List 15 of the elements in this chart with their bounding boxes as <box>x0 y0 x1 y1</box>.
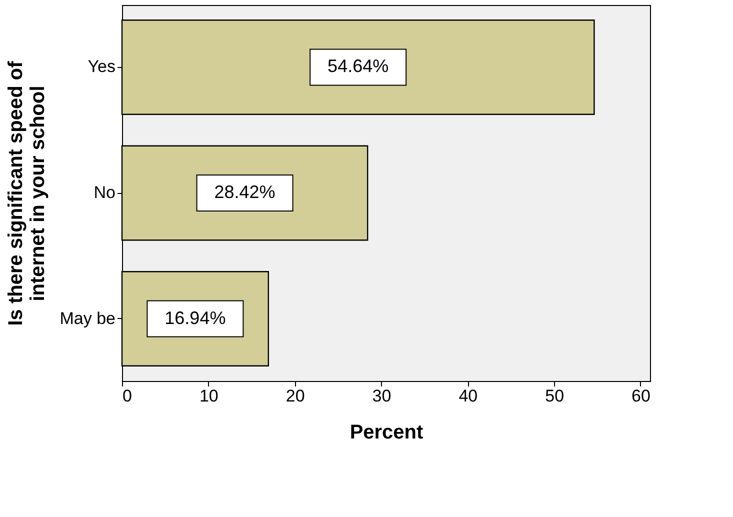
x-tick-label: 0 <box>122 386 132 406</box>
y-tick-label: No <box>94 183 116 202</box>
x-tick-label: 50 <box>545 386 564 406</box>
x-tick-label: 10 <box>199 386 218 406</box>
x-tick-label: 30 <box>372 386 392 406</box>
y-tick-label: May be <box>60 308 116 328</box>
data-label: 16.94% <box>164 308 226 328</box>
data-label: 28.42% <box>214 182 276 202</box>
x-axis-title: Percent <box>350 422 424 444</box>
data-label: 54.64% <box>328 56 389 76</box>
x-tick-label: 60 <box>632 386 650 406</box>
y-axis-title: Is there significant speed of internet in your school <box>4 60 49 326</box>
y-tick-label: Yes <box>88 57 116 76</box>
x-tick-label: 20 <box>286 386 305 406</box>
x-tick-label: 40 <box>458 386 478 406</box>
